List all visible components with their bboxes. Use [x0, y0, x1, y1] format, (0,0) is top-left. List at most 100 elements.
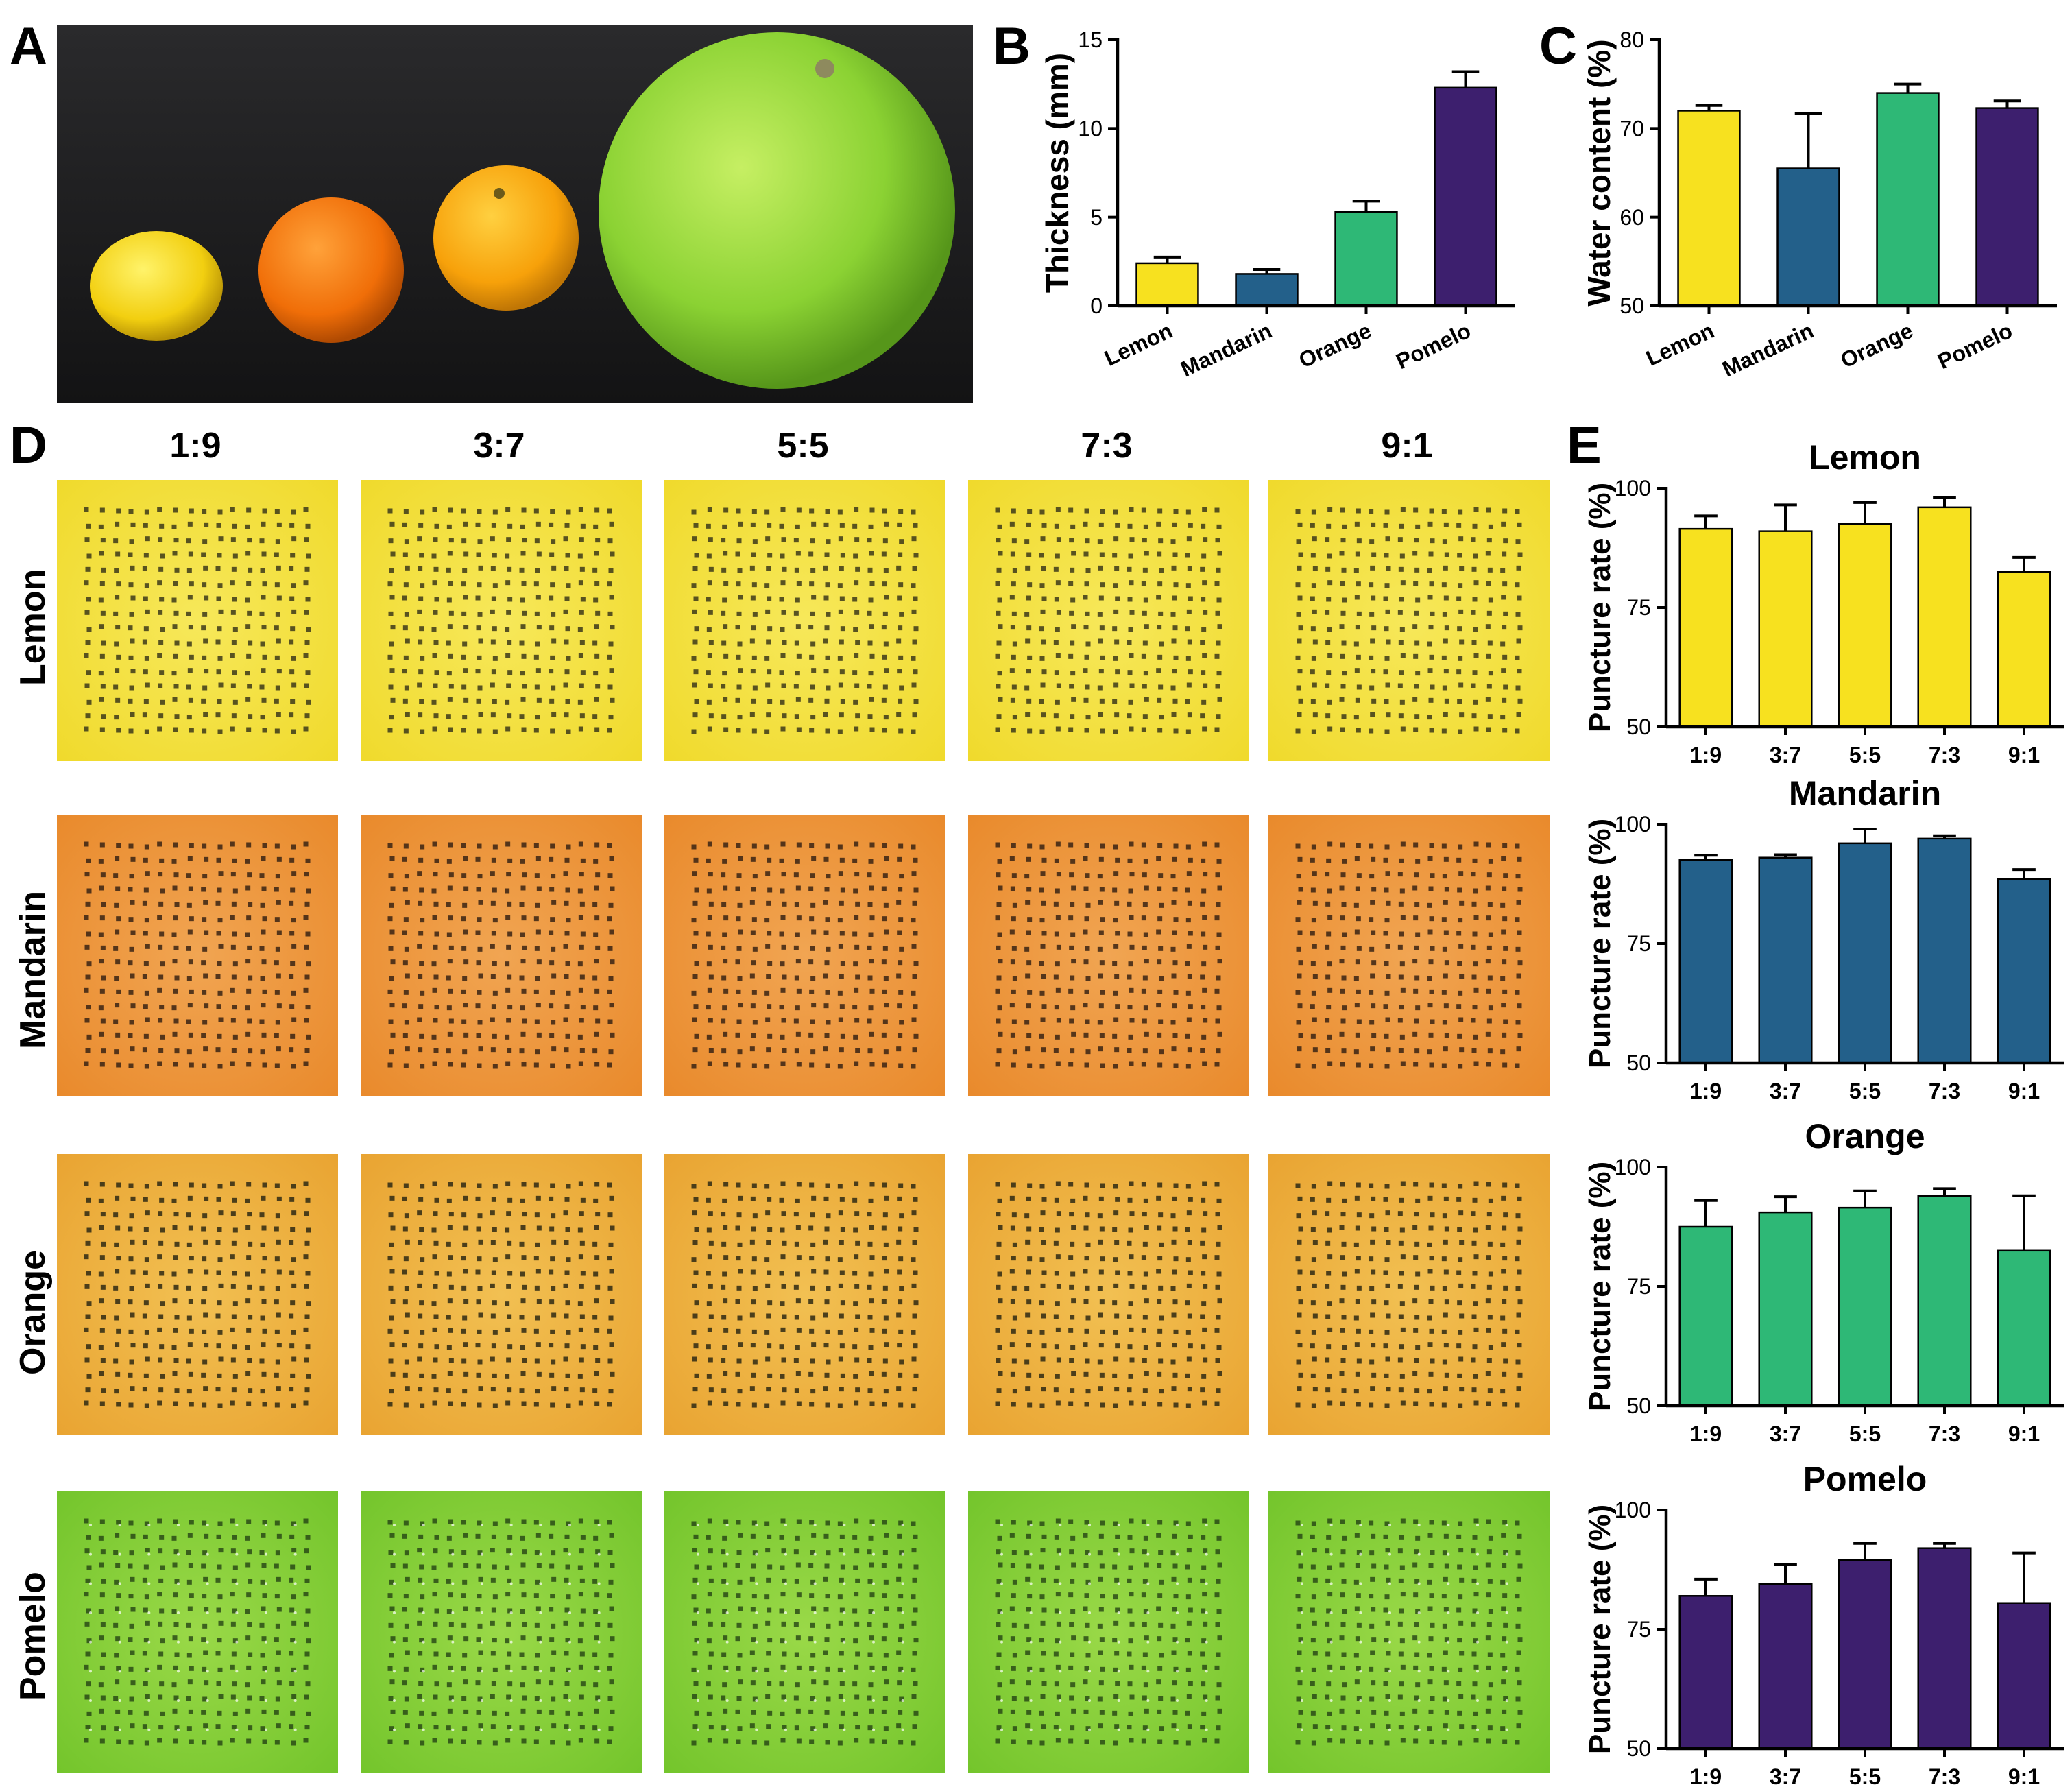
y-tick-label: 50: [1626, 1051, 1651, 1075]
bar-9-1: [1997, 878, 2051, 1064]
bar-lemon: [1677, 110, 1741, 307]
peel-sample-lemon-4: [968, 480, 1249, 761]
bar-orange: [1876, 92, 1940, 307]
lemon-fruit: [90, 231, 223, 341]
bar-3-7: [1758, 856, 1813, 1064]
y-tick-label: 100: [1615, 476, 1651, 501]
y-tick-label: 100: [1615, 1155, 1651, 1179]
bar-5-5: [1838, 842, 1892, 1064]
x-tick-label: Mandarin: [1718, 318, 1817, 382]
peel-sample-pomelo-1: [57, 1491, 338, 1773]
x-tick-label: 7:3: [1929, 1079, 1960, 1103]
peel-sample-orange-4: [968, 1154, 1249, 1435]
y-tick-label: 75: [1626, 931, 1651, 956]
x-tick-label: 5:5: [1849, 1764, 1881, 1787]
y-axis-label: Puncture rate (%): [1583, 483, 1617, 732]
mandarin-fruit: [258, 197, 404, 343]
y-tick-label: 15: [1078, 27, 1103, 52]
bar-3-7: [1758, 530, 1813, 728]
x-tick-label: 9:1: [2008, 1422, 2040, 1446]
peel-sample-pomelo-5: [1268, 1491, 1550, 1773]
bar-1-9: [1678, 527, 1733, 728]
peel-sample-lemon-2: [361, 480, 642, 761]
y-tick-label: 50: [1626, 1736, 1651, 1761]
peel-sample-mandarin-4: [968, 815, 1249, 1096]
x-tick-label: 3:7: [1770, 1079, 1801, 1103]
peel-sample-lemon-1: [57, 480, 338, 761]
peel-sample-orange-3: [664, 1154, 945, 1435]
x-tick-label: 5:5: [1849, 1422, 1881, 1446]
y-tick-label: 70: [1619, 117, 1644, 141]
peel-sample-pomelo-4: [968, 1491, 1249, 1773]
row-header-orange: Orange: [13, 1249, 53, 1375]
y-axis-label: Puncture rate (%): [1583, 1162, 1617, 1411]
x-tick-label: Lemon: [1100, 318, 1176, 371]
bar-mandarin: [1776, 167, 1840, 307]
chart-title: Orange: [1805, 1118, 1925, 1155]
pomelo-fruit: [599, 32, 955, 389]
y-tick-label: 50: [1619, 293, 1644, 318]
y-tick-label: 60: [1619, 205, 1644, 230]
y-tick-label: 50: [1626, 715, 1651, 739]
panel-label-c: C: [1539, 17, 1577, 75]
chart-title: Lemon: [1809, 439, 1921, 477]
bar-1-9: [1678, 1595, 1733, 1750]
x-tick-label: 1:9: [1690, 1764, 1722, 1787]
bar-5-5: [1838, 523, 1892, 728]
x-tick-label: 7:3: [1929, 743, 1960, 767]
chart-title: Pomelo: [1803, 1461, 1927, 1498]
y-tick-label: 5: [1090, 205, 1103, 230]
peel-sample-orange-1: [57, 1154, 338, 1435]
bar-9-1: [1997, 571, 2051, 728]
panel-label-a: A: [10, 17, 47, 75]
panel-label-e: E: [1567, 416, 1602, 475]
y-axis-label: Thickness (mm): [1039, 53, 1075, 293]
y-tick-label: 10: [1078, 117, 1103, 141]
ratio-header-4: 7:3: [1081, 426, 1133, 466]
peel-sample-orange-5: [1268, 1154, 1550, 1435]
x-tick-label: 9:1: [2008, 743, 2040, 767]
bar-lemon: [1135, 262, 1199, 307]
peel-sample-orange-2: [361, 1154, 642, 1435]
bar-9-1: [1997, 1602, 2051, 1750]
ratio-header-1: 1:9: [169, 426, 221, 466]
y-tick-label: 100: [1615, 812, 1651, 837]
chart-title: Mandarin: [1789, 775, 1941, 813]
bar-pomelo: [1975, 107, 2039, 307]
x-tick-label: 3:7: [1770, 1764, 1801, 1787]
x-tick-label: 5:5: [1849, 743, 1881, 767]
x-tick-label: 5:5: [1849, 1079, 1881, 1103]
y-tick-label: 75: [1626, 1274, 1651, 1299]
bar-orange: [1334, 211, 1398, 307]
y-tick-label: 75: [1626, 595, 1651, 620]
x-tick-label: Lemon: [1642, 318, 1718, 371]
x-tick-label: Mandarin: [1177, 318, 1275, 382]
bar-7-3: [1917, 1195, 1972, 1407]
bar-5-5: [1838, 1206, 1892, 1407]
ratio-header-2: 3:7: [473, 426, 525, 466]
x-tick-label: Pomelo: [1934, 318, 2016, 374]
y-tick-label: 0: [1090, 293, 1103, 318]
x-tick-label: Pomelo: [1392, 318, 1474, 374]
x-tick-label: 3:7: [1770, 1422, 1801, 1446]
bar-9-1: [1997, 1249, 2051, 1407]
x-tick-label: Orange: [1837, 318, 1917, 373]
peel-sample-mandarin-1: [57, 815, 338, 1096]
row-header-mandarin: Mandarin: [13, 890, 53, 1049]
x-tick-label: 9:1: [2008, 1079, 2040, 1103]
y-tick-label: 50: [1626, 1393, 1651, 1418]
peel-sample-lemon-3: [664, 480, 945, 761]
bar-7-3: [1917, 1547, 1972, 1750]
bar-7-3: [1917, 506, 1972, 728]
x-tick-label: 7:3: [1929, 1764, 1960, 1787]
bar-3-7: [1758, 1583, 1813, 1750]
x-tick-label: 1:9: [1690, 743, 1722, 767]
bar-1-9: [1678, 1225, 1733, 1407]
x-tick-label: Orange: [1295, 318, 1375, 373]
y-axis-label: Puncture rate (%): [1583, 819, 1617, 1068]
fruit-photo: [57, 25, 973, 403]
